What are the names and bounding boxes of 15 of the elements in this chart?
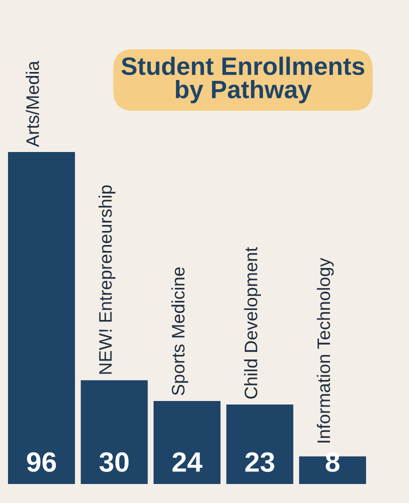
x-tick-label: NEW! Entrepreneurship <box>98 185 116 374</box>
x-tick-label: Child Development <box>244 247 261 399</box>
x-tick-label: Sports Medicine <box>171 267 188 396</box>
bar <box>80 380 148 484</box>
bar <box>154 401 221 484</box>
data-label: 30 <box>99 452 129 472</box>
bar <box>226 404 294 484</box>
bar <box>8 152 75 484</box>
data-label: 8 <box>326 452 340 472</box>
data-label: 23 <box>245 452 274 472</box>
data-label: 96 <box>27 452 56 472</box>
data-label: 24 <box>172 452 202 472</box>
x-tick-label: Arts/Media <box>26 60 40 148</box>
x-tick-label: Information Technology <box>316 258 334 442</box>
chart-title: Student Enrollments by Pathway <box>121 56 364 104</box>
